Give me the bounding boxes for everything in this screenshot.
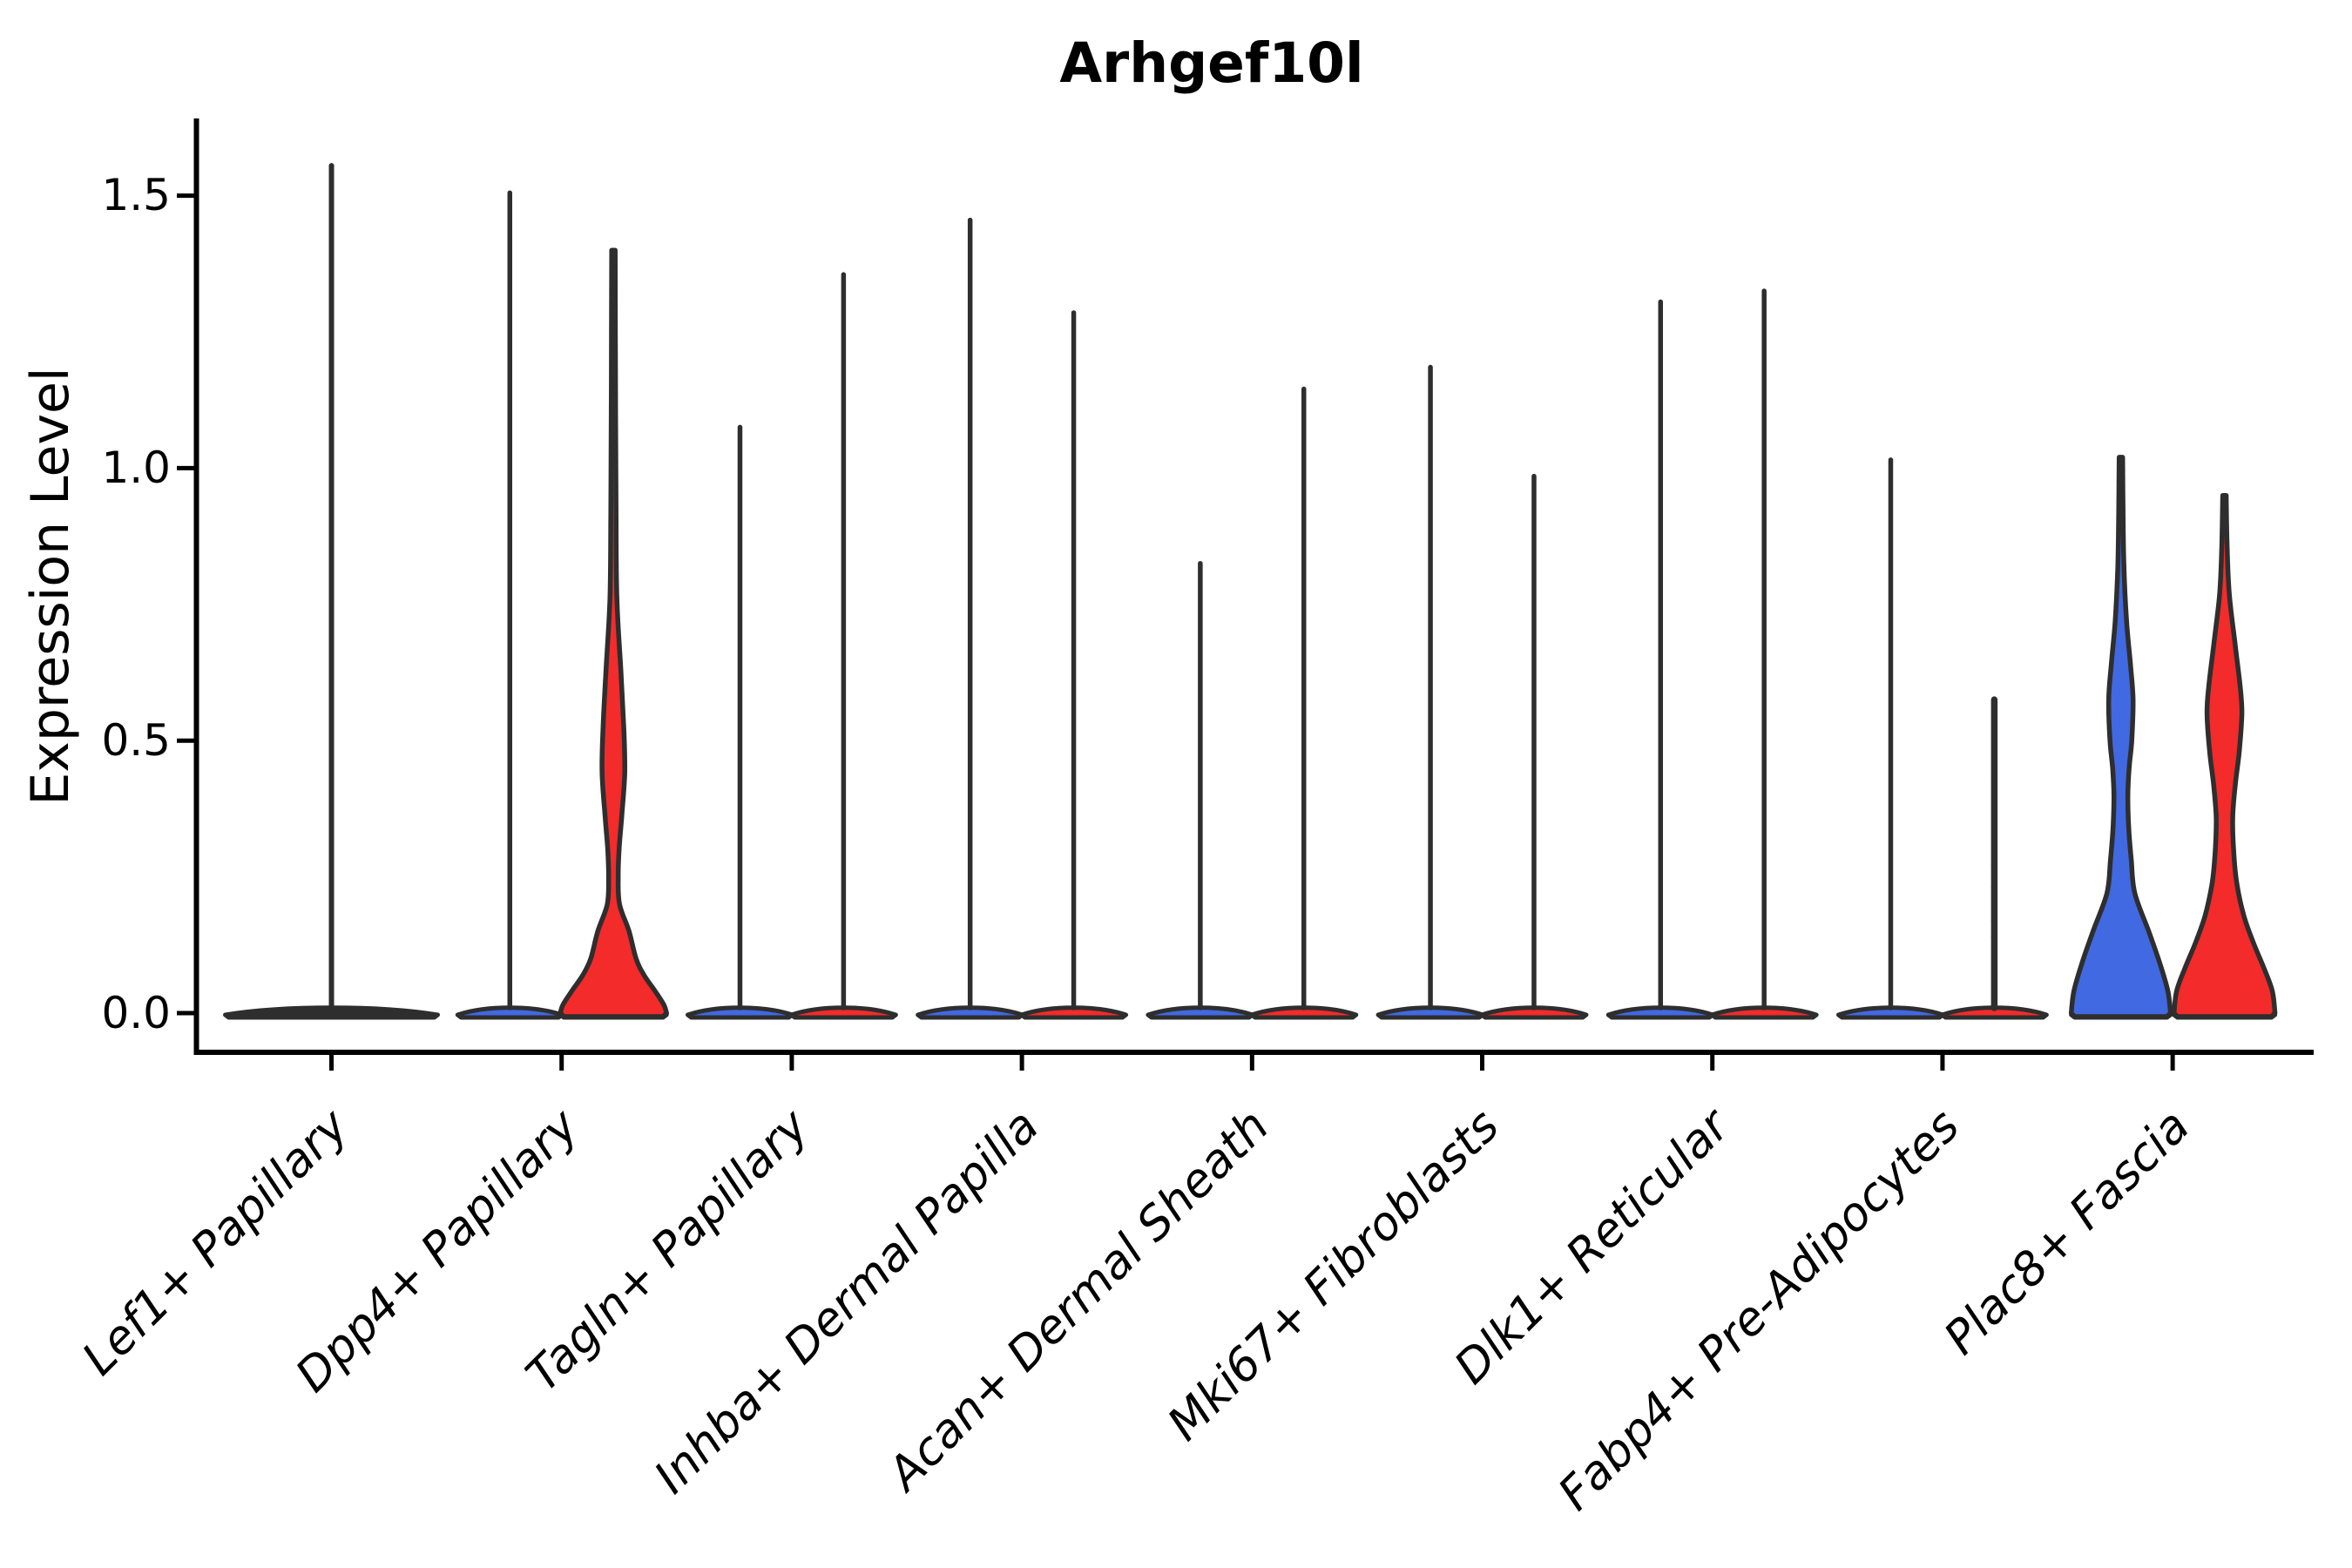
y-tick-label-1.5: 1.5: [101, 170, 171, 220]
violin-plac8-blue-body: [2068, 455, 2173, 1019]
violin-fabp4-red-point-4: [1990, 917, 1997, 924]
violin-fabp4-red-point-2: [1990, 884, 1997, 891]
y-tick-label-0.0: 0.0: [101, 988, 171, 1038]
violin-dpp4-red-body: [558, 247, 669, 1019]
violin-fabp4-red-point-5: [1990, 933, 1997, 941]
violin-lef1-single-base: [223, 1005, 441, 1020]
plot-title: Arhgef10l: [1059, 31, 1364, 95]
violin-fabp4-red-point-3: [1990, 901, 1997, 908]
violin-acan-red-base: [1249, 1005, 1359, 1020]
violin-inhba-red-base: [1019, 1005, 1129, 1020]
x-tick-label-5: Acan+ Dermal Sheath: [876, 1099, 1280, 1503]
violin-fabp4-red-point-1: [1990, 862, 1997, 869]
violin-tagln-red-base: [788, 1005, 898, 1020]
x-tick-label-8: Fabp4+ Pre-Adipocytes: [1549, 1099, 1970, 1521]
violin-dlk1-red-base: [1709, 1005, 1819, 1020]
violin-fabp4-red-point-0: [1990, 775, 1997, 782]
x-tick-label-4: Inhba+ Dermal Papilla: [645, 1099, 1049, 1504]
violin-plac8-red-body: [2171, 492, 2278, 1019]
x-tick-label-9: Plac8+ Fascia: [1934, 1099, 2200, 1365]
y-tick-label-1.0: 1.0: [101, 443, 171, 493]
violin-fabp4-red-base: [1939, 1005, 2049, 1020]
violin-mki67-red-base: [1479, 1005, 1589, 1020]
y-tick-label-0.5: 0.5: [101, 715, 171, 766]
